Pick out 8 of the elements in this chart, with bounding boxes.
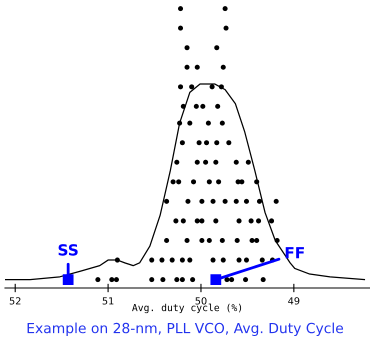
x-axis-title: Avg. duty cycle (%) [132,304,242,314]
text: FF [286,247,304,258]
series-label: SS [58,244,78,256]
x-tick-label: 49 [288,297,300,305]
x-tick-label: 52 [10,297,20,305]
x-tick-label: 50 [196,297,207,305]
text: Example on 28-nm, PLL VCO, Avg. Duty Cycle [28,322,344,336]
x-tick-label: 51 [102,297,114,305]
